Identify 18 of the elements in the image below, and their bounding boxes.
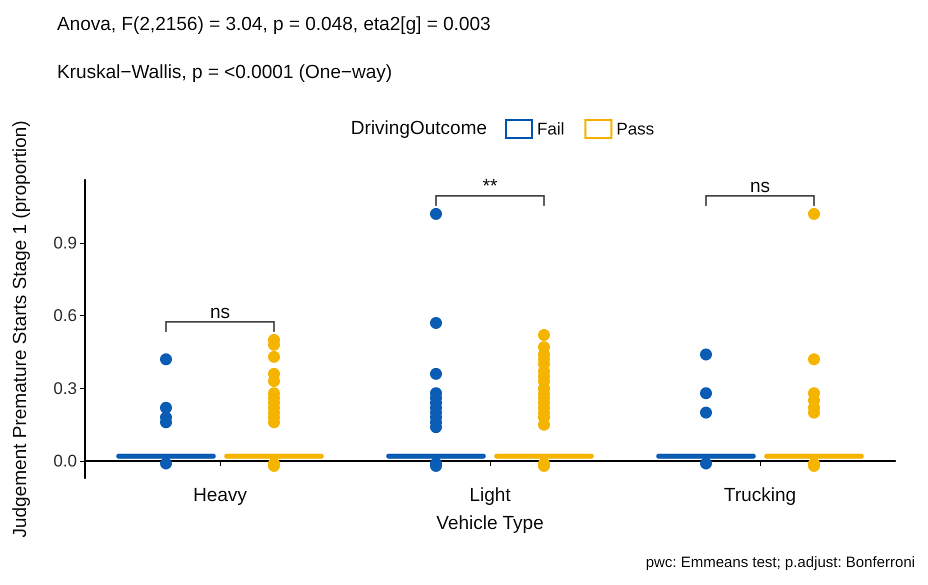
chart-title: Anova, F(2,2156) = 3.04, p = 0.048, eta2[g] = 0.003	[57, 14, 491, 35]
y-axis-title: Judgement Premature Starts Stage 1 (proportion)	[10, 120, 31, 538]
y-tick-label: 0.6	[53, 306, 77, 326]
annotation: **	[482, 176, 498, 197]
y-tick-label: 0.0	[53, 452, 77, 471]
y-tick-label: 0.9	[53, 233, 77, 252]
x-tick-label: Trucking	[724, 485, 796, 506]
x-tick-label: Heavy	[193, 485, 248, 506]
annotation: ns	[210, 302, 230, 323]
chart-subtitle: Kruskal−Wallis, p = <0.0001 (One−way)	[57, 62, 392, 83]
annotation: ns	[750, 176, 770, 197]
legend-label: Fail	[537, 120, 564, 138]
text: pwc: Emmeans test; p.adjust: Bonferroni	[646, 554, 916, 571]
legend-title: DrivingOutcome	[350, 118, 488, 139]
x-axis-title: Vehicle Type	[436, 513, 544, 534]
x-tick-label: Light	[469, 485, 512, 506]
legend-label: Pass	[616, 120, 654, 138]
y-tick-label: 0.3	[53, 378, 77, 398]
